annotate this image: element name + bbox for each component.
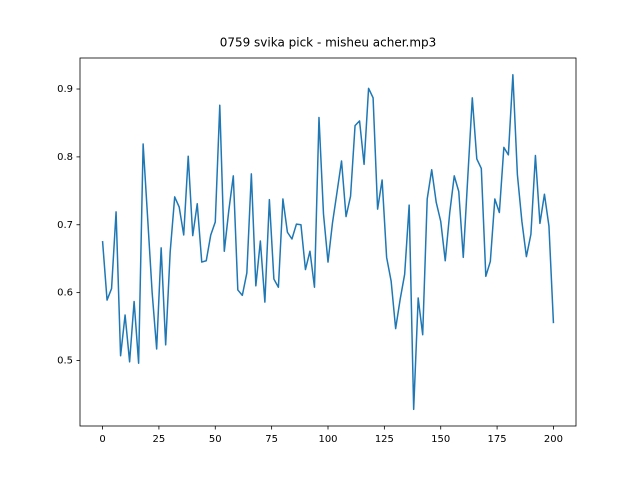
y-tick-label: 0.7 — [57, 220, 73, 231]
data-line — [101, 74, 555, 411]
x-tick-label: 150 — [431, 434, 450, 445]
x-tick-label: 50 — [209, 434, 222, 445]
x-tick-label: 75 — [265, 434, 278, 445]
x-tick-label: 25 — [153, 434, 166, 445]
y-tick-label: 0.8 — [57, 152, 73, 163]
plot-frame — [79, 57, 577, 427]
y-tick-label: 0.6 — [57, 288, 73, 299]
chart-title: 0759 svika pick - misheu acher.mp3 — [220, 36, 437, 50]
y-tick-label: 0.9 — [57, 84, 73, 95]
x-tick-label: 200 — [544, 434, 563, 445]
y-tick-label: 0.5 — [57, 356, 73, 367]
x-tick-label: 175 — [488, 434, 507, 445]
x-tick-label: 0 — [99, 434, 105, 445]
x-tick-label: 100 — [318, 434, 337, 445]
x-tick-label: 125 — [375, 434, 394, 445]
